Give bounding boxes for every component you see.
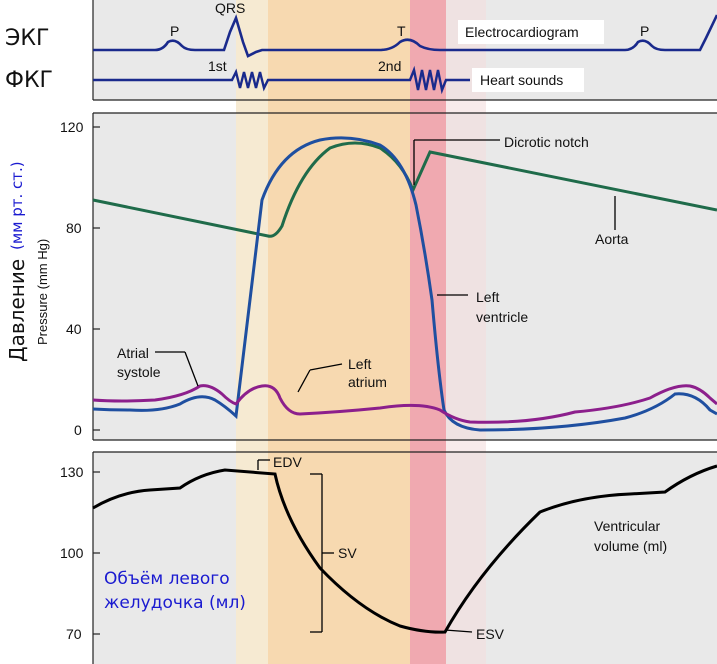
sv-bracket — [257, 459, 334, 633]
first-sound-label: 1st — [208, 58, 227, 74]
ticks — [93, 126, 100, 635]
pressure-ylabel-en: Pressure (mm Hg) — [35, 239, 50, 345]
esv-label: ESV — [476, 626, 505, 642]
heart-sounds-trace — [93, 65, 470, 95]
qrs-label: QRS — [215, 0, 245, 16]
band-isovolumic-relaxation — [410, 0, 446, 664]
p-tick-label-120: 120 — [60, 119, 84, 135]
p-tick-label-0: 0 — [74, 422, 82, 438]
p-tick-label-40: 40 — [66, 321, 82, 337]
left-atrium-label-2: atrium — [348, 374, 387, 390]
left-ventricle-pressure-line — [92, 136, 717, 432]
phase-bands — [236, 0, 486, 664]
pcg-row-label: ФКГ — [5, 68, 53, 93]
v-tick-label-70: 70 — [66, 626, 82, 642]
ventricular-volume-line — [92, 464, 717, 634]
edv-label: EDV — [273, 454, 302, 470]
ecg-trace — [93, 14, 717, 58]
dicrotic-notch-label: Dicrotic notch — [504, 134, 589, 150]
ecg-title: Electrocardiogram — [465, 24, 579, 40]
band-ejection — [268, 0, 410, 664]
aorta-label: Aorta — [595, 231, 629, 247]
second-sound-label: 2nd — [378, 58, 401, 74]
pressure-ylabel-ru-units: (мм рт. ст.) — [8, 161, 26, 250]
pcg-title-box — [472, 68, 584, 92]
pressure-ylabel-ru: Давление — [5, 259, 29, 362]
volume-ru-label-1: Объём левого — [104, 569, 230, 589]
v-tick-label-130: 130 — [60, 464, 84, 480]
ecg-title-box — [458, 20, 604, 44]
pcg-title: Heart sounds — [480, 72, 563, 88]
left-ventricle-label-1: Left — [476, 289, 499, 305]
left-atrium-pressure-line — [92, 384, 717, 424]
band-filling — [446, 0, 486, 664]
p-wave-label: P — [170, 23, 179, 39]
sv-label: SV — [338, 545, 357, 561]
p-wave-label-2: P — [640, 23, 649, 39]
v-tick-label-100: 100 — [60, 545, 84, 561]
t-wave-label: T — [397, 23, 406, 39]
volume-ru-label-2: желудочка (мл) — [104, 593, 246, 613]
ecg-row-label: ЭКГ — [5, 26, 49, 51]
volume-title-1: Ventricular — [594, 518, 660, 534]
atrial-systole-label-1: Atrial — [117, 345, 149, 361]
p-tick-label-80: 80 — [66, 220, 82, 236]
band-isovolumic-contraction — [236, 0, 268, 664]
leader-lines — [155, 139, 616, 633]
left-atrium-label-1: Left — [348, 356, 371, 372]
axes — [92, 0, 717, 664]
volume-title-2: volume (ml) — [594, 538, 667, 554]
left-ventricle-label-2: ventricle — [476, 309, 528, 325]
atrial-systole-label-2: systole — [117, 364, 161, 380]
